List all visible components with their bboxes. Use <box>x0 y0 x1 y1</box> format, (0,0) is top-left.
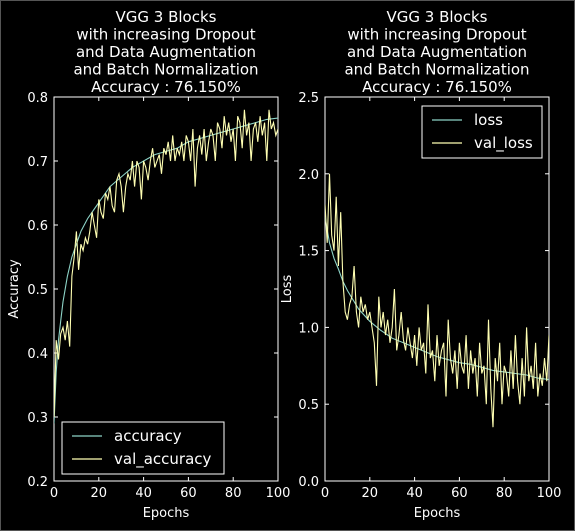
series-line-accuracy <box>54 117 278 424</box>
y-tick-label: 0.8 <box>27 91 48 106</box>
y-tick-label: 1.0 <box>298 321 319 336</box>
y-tick-label: 0.4 <box>27 347 48 362</box>
chart-title-line: VGG 3 Blocks <box>387 8 488 26</box>
x-tick-label: 60 <box>451 486 468 501</box>
x-tick-label: 40 <box>135 486 152 501</box>
x-tick-label: 0 <box>321 486 329 501</box>
legend-box <box>61 421 225 475</box>
legend-label: loss <box>474 111 503 129</box>
y-axis-label: Accuracy <box>7 259 22 319</box>
series-line-val-loss <box>325 173 549 428</box>
x-axis-label: Epochs <box>414 506 461 521</box>
y-tick-label: 0.5 <box>298 398 319 413</box>
series-line-val-accuracy <box>54 109 278 418</box>
y-tick-label: 0.3 <box>27 411 48 426</box>
chart-title-line: with increasing Dropout <box>76 26 255 44</box>
y-tick-label: 0.6 <box>27 219 48 234</box>
x-tick-label: 40 <box>406 486 423 501</box>
y-tick-label: 0.5 <box>27 283 48 298</box>
chart-title-line: and Data Augmentation <box>76 43 256 61</box>
x-tick-label: 80 <box>225 486 242 501</box>
chart-title-line: Accuracy : 76.150% <box>91 78 241 96</box>
x-tick-label: 100 <box>537 486 562 501</box>
legend-label: val_accuracy <box>114 450 212 469</box>
y-tick-label: 0.2 <box>27 475 48 490</box>
chart-title-line: Accuracy : 76.150% <box>362 78 512 96</box>
x-tick-label: 20 <box>362 486 379 501</box>
plot-area-frame <box>324 96 550 482</box>
y-tick-label: 2.0 <box>298 168 319 183</box>
y-tick-label: 2.5 <box>298 91 319 106</box>
y-tick-label: 0.7 <box>27 155 48 170</box>
x-tick-label: 0 <box>50 486 58 501</box>
chart-title-line: and Batch Normalization <box>344 61 529 79</box>
chart-title-line: with increasing Dropout <box>347 26 526 44</box>
x-axis-label: Epochs <box>143 506 190 521</box>
x-tick-label: 80 <box>496 486 513 501</box>
x-tick-label: 20 <box>91 486 108 501</box>
x-tick-label: 100 <box>266 486 291 501</box>
series-line-loss <box>325 216 549 381</box>
y-tick-label: 0.0 <box>298 475 319 490</box>
legend-box <box>421 105 543 159</box>
legend-label: val_loss <box>474 134 533 153</box>
legend-label: accuracy <box>114 427 182 445</box>
chart-title-line: VGG 3 Blocks <box>116 8 217 26</box>
chart-title-line: and Data Augmentation <box>347 43 527 61</box>
y-tick-label: 1.5 <box>298 245 319 260</box>
chart-title-line: and Batch Normalization <box>73 61 258 79</box>
y-axis-label: Loss <box>280 275 295 304</box>
x-tick-label: 60 <box>180 486 197 501</box>
